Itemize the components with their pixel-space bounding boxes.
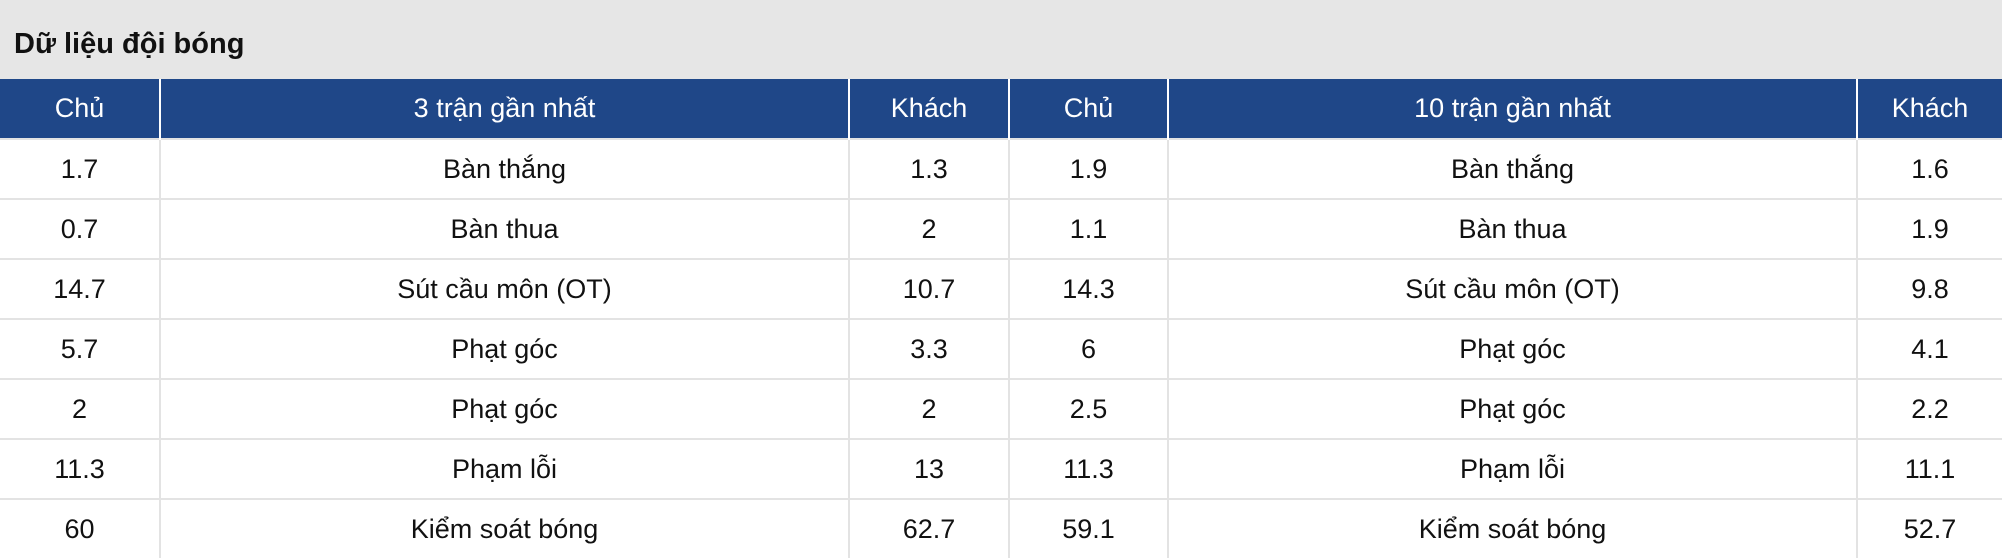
home-value: 11.3 (0, 438, 160, 499)
away-value: 2 (848, 378, 1009, 439)
header-away-3: Khách (848, 79, 1009, 139)
home-value: 14.3 (1008, 258, 1168, 319)
home-value: 1.7 (0, 138, 160, 199)
stat-label: Phạt góc (159, 378, 849, 439)
away-value: 10.7 (848, 258, 1009, 319)
table-row: 1.7 Bàn thắng 1.3 1.9 Bàn thắng 1.6 (0, 138, 2002, 199)
stat-label: Phạt góc (159, 318, 849, 379)
stat-label: Phạt góc (1167, 318, 1857, 379)
table-row: 11.3 Phạm lỗi 13 11.3 Phạm lỗi 11.1 (0, 438, 2002, 499)
stat-label: Phạm lỗi (159, 438, 849, 499)
home-value: 1.9 (1008, 138, 1168, 199)
home-value: 2 (0, 378, 160, 439)
header-home-10: Chủ (1008, 79, 1168, 139)
header-last-3: 3 trận gần nhất (159, 79, 849, 139)
home-value: 2.5 (1008, 378, 1168, 439)
away-value: 2 (848, 198, 1009, 259)
header-row: Chủ 3 trận gần nhất Khách Chủ 10 trận gần nh… (0, 79, 2002, 139)
away-value: 1.9 (1856, 198, 2002, 259)
table-row: 5.7 Phạt góc 3.3 6 Phạt góc 4.1 (0, 318, 2002, 379)
stat-label: Bàn thắng (159, 138, 849, 199)
header-home-3: Chủ (0, 79, 160, 139)
section-title: Dữ liệu đội bóng (14, 28, 245, 60)
header-last-10: 10 trận gần nhất (1167, 79, 1857, 139)
table-row: 0.7 Bàn thua 2 1.1 Bàn thua 1.9 (0, 198, 2002, 259)
stat-label: Kiểm soát bóng (159, 498, 849, 558)
away-value: 1.6 (1856, 138, 2002, 199)
home-value: 1.1 (1008, 198, 1168, 259)
away-value: 3.3 (848, 318, 1009, 379)
home-value: 14.7 (0, 258, 160, 319)
away-value: 62.7 (848, 498, 1009, 558)
table-row: 2 Phạt góc 2 2.5 Phạt góc 2.2 (0, 378, 2002, 439)
away-value: 52.7 (1856, 498, 2002, 558)
home-value: 0.7 (0, 198, 160, 259)
stat-label: Sút cầu môn (OT) (159, 258, 849, 319)
stat-label: Bàn thua (159, 198, 849, 259)
away-value: 4.1 (1856, 318, 2002, 379)
away-value: 9.8 (1856, 258, 2002, 319)
away-value: 2.2 (1856, 378, 2002, 439)
stat-label: Sút cầu môn (OT) (1167, 258, 1857, 319)
away-value: 13 (848, 438, 1009, 499)
home-value: 6 (1008, 318, 1168, 379)
table-row: 14.7 Sút cầu môn (OT) 10.7 14.3 Sút cầu môn … (0, 258, 2002, 319)
stat-label: Phạt góc (1167, 378, 1857, 439)
home-value: 5.7 (0, 318, 160, 379)
home-value: 59.1 (1008, 498, 1168, 558)
team-stats-table: Chủ 3 trận gần nhất Khách Chủ 10 trận gần nh… (0, 79, 2002, 558)
away-value: 11.1 (1856, 438, 2002, 499)
table-row: 60 Kiểm soát bóng 62.7 59.1 Kiểm soát bóng 52… (0, 498, 2002, 558)
stat-label: Phạm lỗi (1167, 438, 1857, 499)
header-away-10: Khách (1856, 79, 2002, 139)
home-value: 11.3 (1008, 438, 1168, 499)
stat-label: Kiểm soát bóng (1167, 498, 1857, 558)
stat-label: Bàn thua (1167, 198, 1857, 259)
home-value: 60 (0, 498, 160, 558)
stat-label: Bàn thắng (1167, 138, 1857, 199)
away-value: 1.3 (848, 138, 1009, 199)
